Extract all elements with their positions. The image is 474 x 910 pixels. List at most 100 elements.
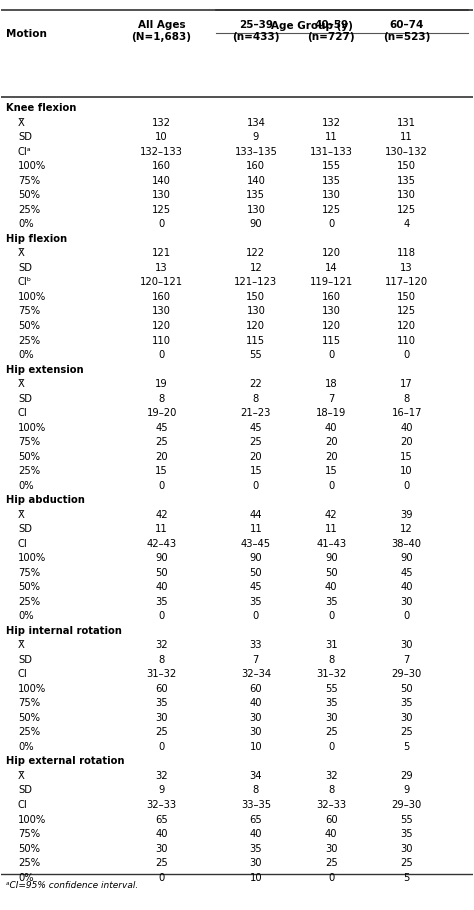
Text: 40: 40	[250, 698, 262, 708]
Text: 7: 7	[403, 655, 410, 665]
Text: 120: 120	[152, 321, 171, 331]
Text: 35: 35	[325, 597, 337, 607]
Text: 0: 0	[328, 350, 334, 360]
Text: 34: 34	[250, 771, 262, 781]
Text: 150: 150	[246, 292, 265, 302]
Text: SD: SD	[18, 785, 32, 795]
Text: 45: 45	[401, 568, 413, 578]
Text: 0%: 0%	[18, 873, 34, 883]
Text: 60: 60	[249, 684, 262, 694]
Text: 9: 9	[253, 132, 259, 142]
Text: 122: 122	[246, 248, 265, 258]
Text: 40: 40	[325, 829, 337, 839]
Text: 12: 12	[400, 524, 413, 534]
Text: 50: 50	[325, 568, 337, 578]
Text: 9: 9	[158, 785, 165, 795]
Text: 132: 132	[152, 117, 171, 127]
Text: 0: 0	[403, 350, 410, 360]
Text: X̅: X̅	[18, 379, 25, 389]
Text: 132: 132	[322, 117, 341, 127]
Text: 16–17: 16–17	[392, 408, 422, 418]
Text: 50: 50	[155, 568, 168, 578]
Text: 40: 40	[250, 829, 262, 839]
Text: 45: 45	[155, 422, 168, 432]
Text: 42: 42	[155, 510, 168, 520]
Text: 15: 15	[249, 466, 262, 476]
Text: 31–32: 31–32	[316, 670, 346, 680]
Text: 0: 0	[158, 480, 165, 490]
Text: 29: 29	[400, 771, 413, 781]
Text: 25%: 25%	[18, 858, 40, 868]
Text: 25%: 25%	[18, 205, 40, 215]
Text: 125: 125	[397, 205, 416, 215]
Text: 25: 25	[400, 858, 413, 868]
Text: 10: 10	[249, 742, 262, 752]
Text: 50%: 50%	[18, 321, 40, 331]
Text: 115: 115	[246, 336, 265, 346]
Text: 42: 42	[325, 510, 337, 520]
Text: 40: 40	[325, 422, 337, 432]
Text: 50: 50	[401, 684, 413, 694]
Text: 22: 22	[249, 379, 262, 389]
Text: 160: 160	[246, 161, 265, 171]
Text: 0: 0	[253, 612, 259, 622]
Text: CI: CI	[18, 670, 27, 680]
Text: 100%: 100%	[18, 161, 46, 171]
Text: 32–33: 32–33	[316, 800, 346, 810]
Text: 65: 65	[249, 814, 262, 824]
Text: 18: 18	[325, 379, 337, 389]
Text: 100%: 100%	[18, 553, 46, 563]
Text: 10: 10	[249, 873, 262, 883]
Text: CIᵇ: CIᵇ	[18, 278, 32, 288]
Text: 100%: 100%	[18, 292, 46, 302]
Text: 8: 8	[253, 393, 259, 403]
Text: 29–30: 29–30	[392, 670, 422, 680]
Text: SD: SD	[18, 393, 32, 403]
Text: 121–123: 121–123	[234, 278, 277, 288]
Text: 18–19: 18–19	[316, 408, 346, 418]
Text: 20: 20	[325, 451, 337, 461]
Text: 13: 13	[155, 263, 168, 273]
Text: 135: 135	[246, 190, 265, 200]
Text: Age Group (y): Age Group (y)	[272, 21, 353, 31]
Text: 45: 45	[249, 422, 262, 432]
Text: 32: 32	[325, 771, 337, 781]
Text: 75%: 75%	[18, 176, 40, 186]
Text: 50%: 50%	[18, 582, 40, 592]
Text: 15: 15	[325, 466, 337, 476]
Text: 0%: 0%	[18, 350, 34, 360]
Text: 75%: 75%	[18, 307, 40, 317]
Text: 130: 130	[152, 307, 171, 317]
Text: 115: 115	[322, 336, 341, 346]
Text: 50: 50	[249, 568, 262, 578]
Text: Hip flexion: Hip flexion	[6, 234, 67, 244]
Text: X̅: X̅	[18, 771, 25, 781]
Text: 35: 35	[249, 844, 262, 854]
Text: 8: 8	[328, 655, 334, 665]
Text: Hip extension: Hip extension	[6, 365, 84, 375]
Text: 130: 130	[397, 190, 416, 200]
Text: 30: 30	[250, 727, 262, 737]
Text: 135: 135	[397, 176, 416, 186]
Text: 32–34: 32–34	[241, 670, 271, 680]
Text: 8: 8	[328, 785, 334, 795]
Text: 90: 90	[401, 553, 413, 563]
Text: SD: SD	[18, 655, 32, 665]
Text: 30: 30	[401, 844, 413, 854]
Text: 13: 13	[401, 263, 413, 273]
Text: 90: 90	[249, 553, 262, 563]
Text: 20: 20	[155, 451, 168, 461]
Text: CI: CI	[18, 800, 27, 810]
Text: 75%: 75%	[18, 568, 40, 578]
Text: 90: 90	[249, 219, 262, 229]
Text: 60: 60	[155, 684, 168, 694]
Text: 160: 160	[322, 292, 341, 302]
Text: 130–132: 130–132	[385, 147, 428, 157]
Text: 160: 160	[152, 161, 171, 171]
Text: 130: 130	[246, 307, 265, 317]
Text: 0: 0	[158, 612, 165, 622]
Text: X̅: X̅	[18, 248, 25, 258]
Text: CIᵃ: CIᵃ	[18, 147, 32, 157]
Text: 60: 60	[325, 814, 337, 824]
Text: 150: 150	[397, 161, 416, 171]
